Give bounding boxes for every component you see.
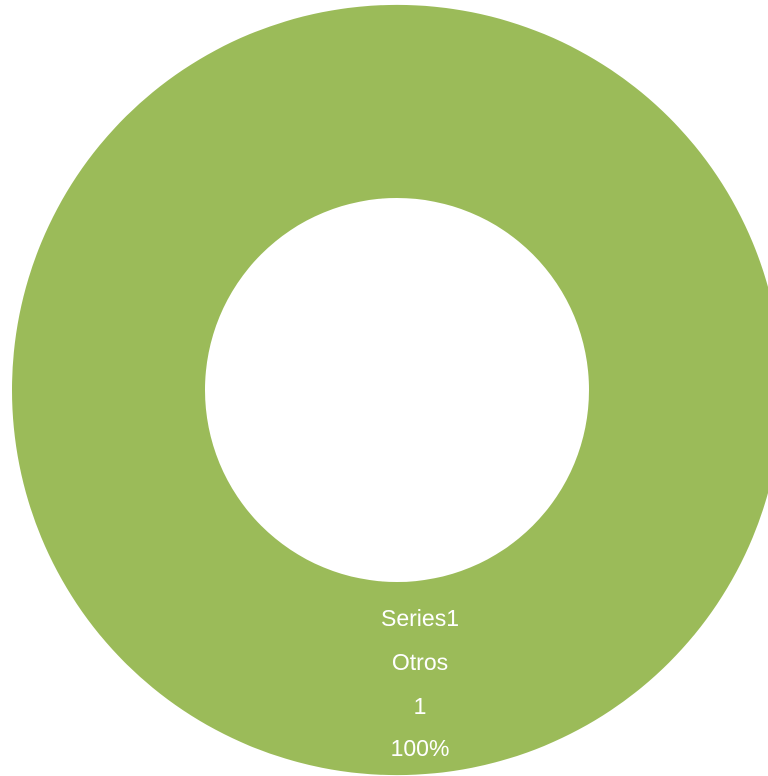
doughnut-slice-otros (12, 5, 768, 775)
chart-slices (12, 5, 768, 775)
data-label-category: Otros (392, 649, 448, 675)
data-label-value: 1 (414, 693, 427, 719)
data-label-percent: 100% (391, 735, 450, 761)
data-label-series-name: Series1 (381, 605, 459, 631)
chart-data-labels: Series1 Otros 1 100% (381, 605, 459, 761)
